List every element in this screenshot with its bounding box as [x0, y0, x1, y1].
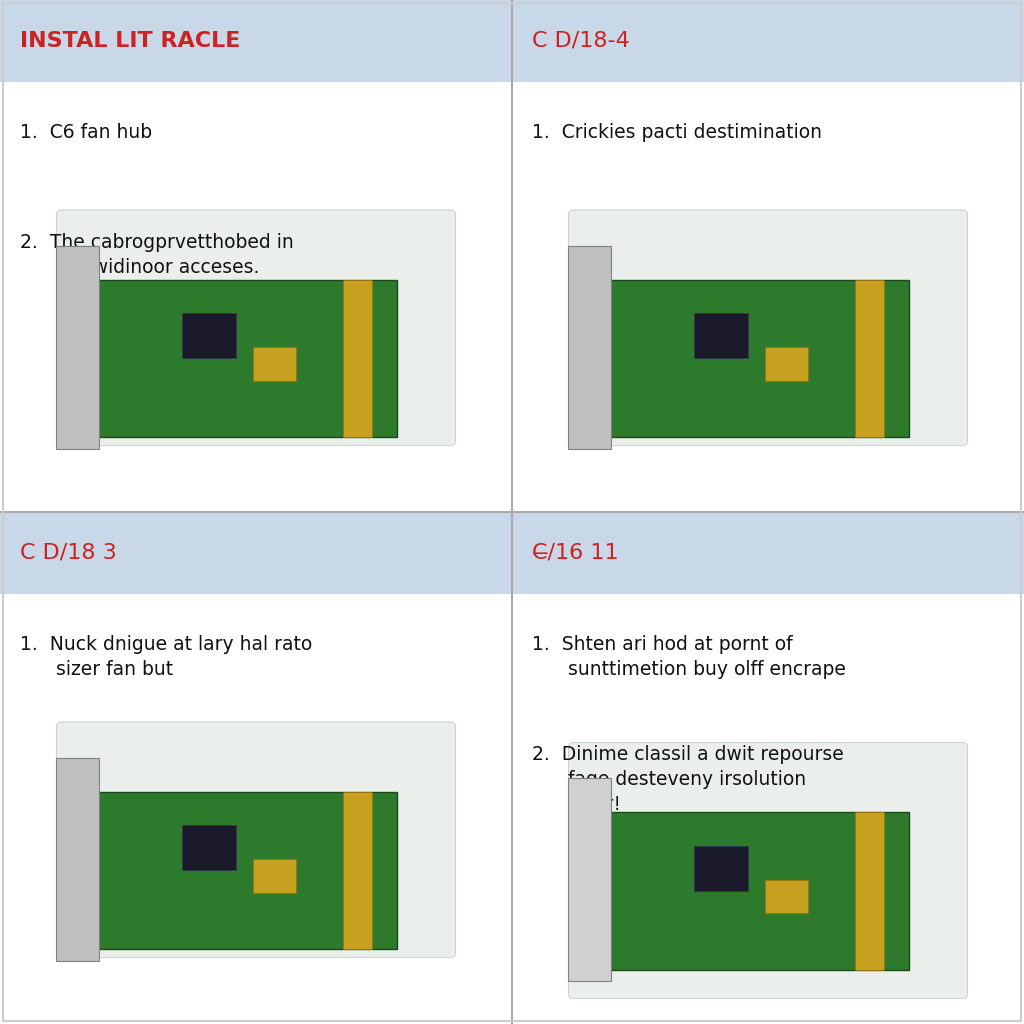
Bar — [0, 512, 512, 594]
Text: 1.  Nuck dnigue at lary hal rato
      sizer fan but: 1. Nuck dnigue at lary hal rato sizer fa… — [20, 635, 312, 679]
FancyBboxPatch shape — [586, 280, 909, 437]
Bar — [343, 280, 372, 437]
Bar — [855, 812, 884, 970]
FancyBboxPatch shape — [568, 742, 968, 998]
Bar — [855, 280, 884, 437]
Bar — [512, 0, 1024, 512]
Bar — [56, 758, 99, 961]
Bar — [694, 313, 748, 358]
Text: INSTAL LIT RACLE: INSTAL LIT RACLE — [20, 31, 241, 51]
Bar — [0, 512, 512, 1024]
Text: 1.  Crickies pacti destimination: 1. Crickies pacti destimination — [532, 123, 822, 142]
Bar — [568, 246, 611, 449]
Bar — [254, 347, 297, 381]
Bar — [512, 512, 1024, 1024]
Bar — [343, 792, 372, 949]
FancyBboxPatch shape — [56, 722, 456, 957]
Text: C D/18 3: C D/18 3 — [20, 543, 117, 563]
Bar — [0, 0, 512, 82]
Text: 2.  The cabrogprvetthobed in
      the widinoor acceses.: 2. The cabrogprvetthobed in the widinoor… — [20, 233, 294, 278]
Text: 2.  Dinime classil a dwit repourse
      fage desteveny irsolution
      totor!: 2. Dinime classil a dwit repourse fage d… — [532, 745, 844, 814]
FancyBboxPatch shape — [75, 792, 397, 949]
Bar — [765, 880, 809, 913]
Bar — [0, 0, 512, 512]
Text: C D/18-4: C D/18-4 — [532, 31, 630, 51]
Text: 1.  C6 fan hub: 1. C6 fan hub — [20, 123, 153, 142]
Bar — [765, 347, 809, 381]
Text: C̶/16 11: C̶/16 11 — [532, 543, 620, 563]
Bar — [182, 825, 236, 870]
Bar — [512, 512, 1024, 594]
Bar — [254, 859, 297, 893]
Text: 1.  Shten ari hod at pornt of
      sunttimetion buy olff encrape: 1. Shten ari hod at pornt of sunttimetio… — [532, 635, 847, 679]
Bar — [56, 246, 99, 449]
FancyBboxPatch shape — [56, 210, 456, 445]
FancyBboxPatch shape — [586, 812, 909, 970]
Bar — [694, 846, 748, 891]
FancyBboxPatch shape — [75, 280, 397, 437]
FancyBboxPatch shape — [568, 210, 968, 445]
Bar — [512, 0, 1024, 82]
Bar — [568, 778, 611, 981]
Bar — [182, 313, 236, 358]
